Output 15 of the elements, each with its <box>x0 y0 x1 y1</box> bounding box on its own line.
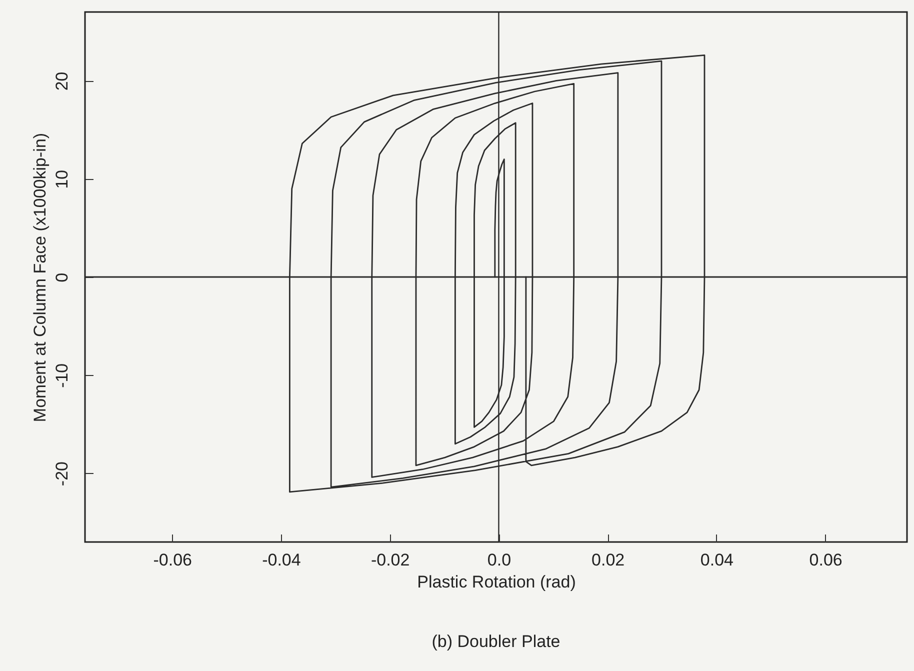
y-axis-title: Moment at Column Face (x1000kip-in) <box>30 132 50 422</box>
x-axis-title: Plastic Rotation (rad) <box>417 572 576 592</box>
x-tick-label: 0.02 <box>592 550 625 570</box>
y-tick-label: 0 <box>52 272 72 282</box>
x-tick-label: 0.0 <box>487 550 512 570</box>
y-tick-label: -20 <box>52 462 72 486</box>
x-tick-label: 0.04 <box>700 550 734 570</box>
y-tick-label: 20 <box>52 72 72 91</box>
x-tick-label: -0.06 <box>153 550 192 570</box>
y-tick-label: -10 <box>52 363 72 388</box>
x-tick-label: -0.04 <box>262 550 301 570</box>
x-tick-label: 0.06 <box>809 550 842 570</box>
x-tick-label: -0.02 <box>370 550 410 570</box>
text: (b) Doubler Plate <box>432 632 560 651</box>
y-tick-label: 10 <box>52 170 72 189</box>
